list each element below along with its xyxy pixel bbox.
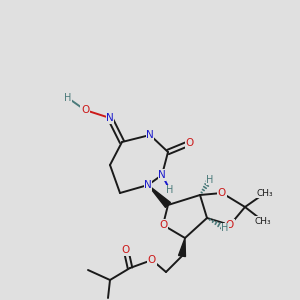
Text: CH₃: CH₃	[257, 188, 273, 197]
Text: N: N	[146, 130, 154, 140]
Text: O: O	[81, 105, 89, 115]
Text: O: O	[122, 245, 130, 255]
Text: N: N	[144, 180, 152, 190]
Text: O: O	[159, 220, 167, 230]
Text: O: O	[218, 188, 226, 198]
Text: H: H	[166, 185, 174, 195]
Polygon shape	[148, 185, 170, 208]
Text: O: O	[186, 138, 194, 148]
Text: O: O	[148, 255, 156, 265]
Text: CH₃: CH₃	[255, 217, 271, 226]
Text: N: N	[158, 170, 166, 180]
Text: O: O	[226, 220, 234, 230]
Text: H: H	[221, 223, 229, 233]
Text: N: N	[106, 113, 114, 123]
Polygon shape	[178, 238, 185, 256]
Text: H: H	[64, 93, 72, 103]
Text: H: H	[206, 175, 214, 185]
